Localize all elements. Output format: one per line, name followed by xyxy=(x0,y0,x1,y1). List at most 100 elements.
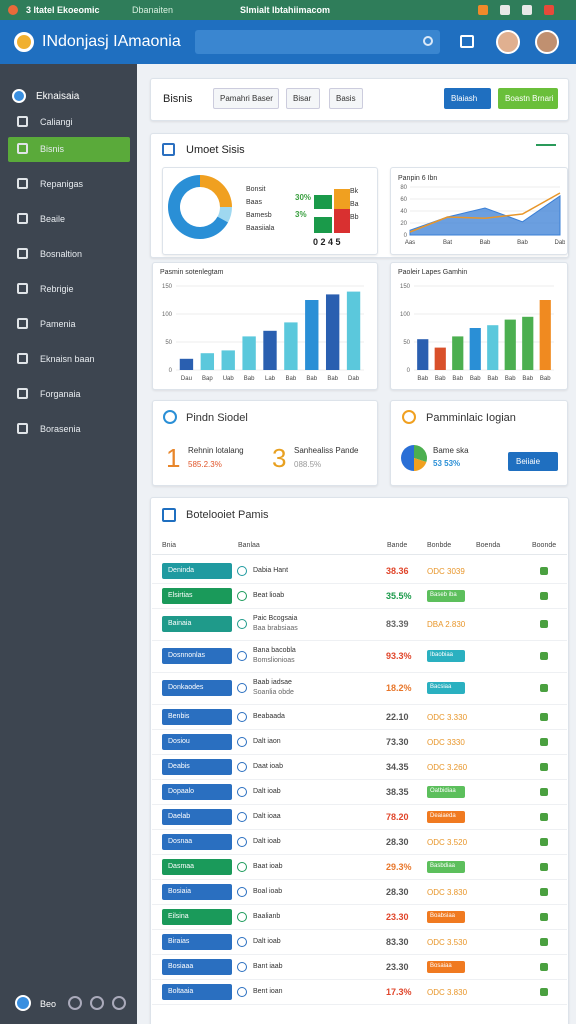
row-tag[interactable] xyxy=(162,883,232,900)
row-rule xyxy=(152,640,567,641)
row-tag-label[interactable]: Deabis xyxy=(168,762,190,770)
row-action[interactable] xyxy=(540,620,548,628)
window-button[interactable] xyxy=(544,5,554,15)
row-action[interactable] xyxy=(540,762,548,771)
avatar[interactable] xyxy=(535,30,559,54)
row-tag-label[interactable]: Eilsina xyxy=(168,912,189,920)
row-tag[interactable] xyxy=(162,708,232,725)
row-tag[interactable] xyxy=(162,587,232,604)
row-tag-label[interactable]: Donkaodes xyxy=(168,684,204,691)
nav-item[interactable]: Eknaisn baan xyxy=(40,354,95,364)
row-action[interactable] xyxy=(540,652,548,660)
row-tag-label[interactable]: Deninda xyxy=(168,566,195,574)
row-tag-label[interactable]: Elsirtias xyxy=(168,591,193,599)
share-button-label[interactable]: Beiiaie xyxy=(516,457,541,466)
row-tag[interactable] xyxy=(162,783,232,800)
filter-label[interactable]: Pamahri Baser xyxy=(220,94,273,103)
row-action[interactable] xyxy=(540,862,548,871)
close-icon[interactable] xyxy=(114,88,126,102)
x-tick-label: Dab xyxy=(554,240,565,246)
row-tag[interactable] xyxy=(162,808,232,825)
active-item xyxy=(8,137,130,162)
row-tag-label[interactable]: Bosiaia xyxy=(168,887,191,895)
nav-item[interactable]: Caliangi xyxy=(40,117,73,127)
row-tag[interactable] xyxy=(162,858,232,875)
row-icon xyxy=(237,736,247,747)
row-action[interactable] xyxy=(540,737,548,746)
row-action[interactable] xyxy=(540,912,548,921)
row-tag-label[interactable]: Dosnaa xyxy=(168,837,193,845)
nav-item[interactable]: Bosnaltion xyxy=(40,249,83,259)
nav-item[interactable]: Borasenia xyxy=(40,424,81,434)
search-box[interactable] xyxy=(195,30,440,54)
footer-button[interactable] xyxy=(90,996,104,1010)
action-button[interactable] xyxy=(498,88,558,109)
row-tag-label[interactable]: Dosiou xyxy=(168,737,190,745)
row-tag[interactable] xyxy=(162,758,232,775)
row-action[interactable] xyxy=(540,812,548,821)
filter-button[interactable] xyxy=(286,88,320,109)
x-tick-label: Bab xyxy=(327,376,338,382)
x-tick-label: Dau xyxy=(181,376,192,382)
row-icon xyxy=(237,761,247,772)
row-tag-label[interactable]: Dopaalo xyxy=(168,787,195,795)
row-tag-label[interactable]: Dosnnonlas xyxy=(168,652,205,659)
row-tag-label[interactable]: Bosiaaa xyxy=(168,962,194,970)
row-action[interactable] xyxy=(540,962,548,971)
row-tag[interactable] xyxy=(162,616,232,632)
row-tag-label[interactable]: Boltaaia xyxy=(168,987,194,995)
window-button[interactable] xyxy=(522,5,532,15)
filter-button[interactable] xyxy=(329,88,363,109)
window-button[interactable] xyxy=(500,5,510,15)
action-label[interactable]: Boastn Brnari xyxy=(505,94,554,103)
row-tag[interactable] xyxy=(162,958,232,975)
row-name: Paic Bcogsaia xyxy=(253,615,298,622)
row-tag[interactable] xyxy=(162,562,232,579)
row-tag-label[interactable]: Biraias xyxy=(168,937,190,945)
nav-item[interactable]: Beaile xyxy=(40,214,66,224)
row-action[interactable] xyxy=(540,987,548,996)
legend-label: Bamesb xyxy=(246,212,272,219)
row-tag[interactable] xyxy=(162,733,232,750)
row-tag[interactable] xyxy=(162,680,232,696)
row-tag[interactable] xyxy=(162,648,232,664)
action-label[interactable]: Blaiash xyxy=(451,94,478,103)
filter-button[interactable] xyxy=(213,88,279,109)
row-tag[interactable] xyxy=(162,833,232,850)
filter-label[interactable]: Bisar xyxy=(293,94,312,103)
row-tag[interactable] xyxy=(162,908,232,925)
row-action[interactable] xyxy=(540,566,548,575)
nav-item[interactable]: Bisnis xyxy=(40,144,65,154)
row-action[interactable] xyxy=(540,712,548,721)
row-tag-label[interactable]: Benbis xyxy=(168,712,190,720)
avatar[interactable] xyxy=(496,30,520,54)
footer-button[interactable] xyxy=(68,996,82,1010)
row-action[interactable] xyxy=(540,684,548,692)
nav-item[interactable]: Pamenia xyxy=(40,319,76,329)
share-button[interactable] xyxy=(508,452,558,471)
row-action[interactable] xyxy=(540,887,548,896)
filter-label[interactable]: Basis xyxy=(336,94,356,103)
row-action[interactable] xyxy=(540,787,548,796)
footer-button[interactable] xyxy=(112,996,126,1010)
row-sub: Baa brabsiaas xyxy=(253,625,298,632)
nav-item[interactable]: Rebrigie xyxy=(40,284,74,294)
row-badge xyxy=(427,810,465,823)
row-tag-label[interactable]: Bainaia xyxy=(168,620,192,627)
window-button[interactable] xyxy=(478,5,488,15)
row-tag[interactable] xyxy=(162,933,232,950)
row-action[interactable] xyxy=(540,837,548,846)
row-tag-label[interactable]: Daelab xyxy=(168,812,191,820)
notification-icon[interactable] xyxy=(460,35,474,48)
row-tag-label[interactable]: Dasmaa xyxy=(168,862,195,870)
nav-item[interactable]: Forganaia xyxy=(40,389,81,399)
row-action[interactable] xyxy=(540,591,548,600)
x-tick-label: Bab xyxy=(306,376,317,382)
expand-icon[interactable] xyxy=(536,144,556,154)
row-value: 23.30 xyxy=(386,961,409,972)
action-button[interactable] xyxy=(444,88,491,109)
x-tick-label: Uab xyxy=(223,376,235,382)
row-tag[interactable] xyxy=(162,983,232,1000)
nav-item[interactable]: Repanigas xyxy=(40,179,84,189)
row-action[interactable] xyxy=(540,937,548,946)
